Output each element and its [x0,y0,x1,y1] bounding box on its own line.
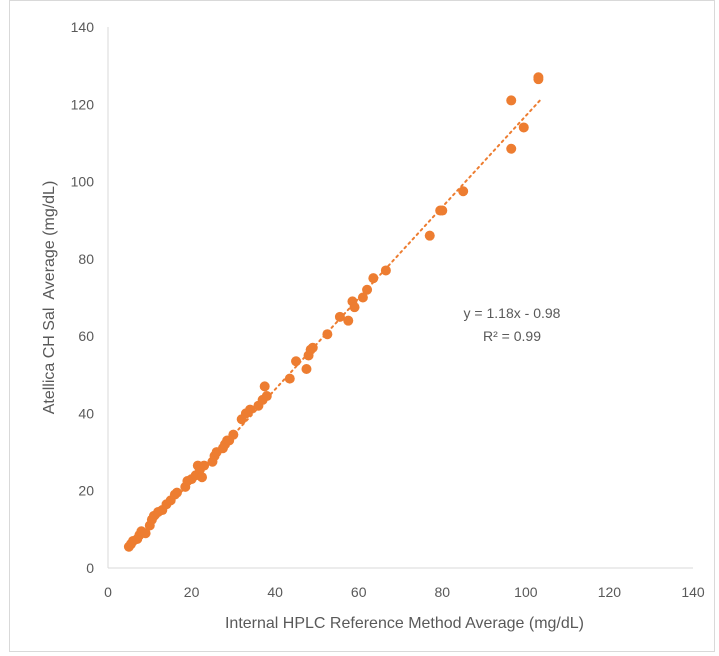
axes [107,27,693,569]
x-tick-label: 120 [598,584,622,600]
y-axis-title: Atellica CH Sal Average (mg/dL) [41,181,58,415]
y-tick-label: 40 [78,405,94,421]
data-point [334,311,345,322]
y-tick-label: 100 [71,174,95,190]
data-point [357,292,368,303]
x-axis-title: Internal HPLC Reference Method Average (… [225,615,584,632]
x-tick-label: 100 [514,584,538,600]
data-point [197,472,208,483]
data-point [284,373,295,384]
data-point [245,404,256,415]
data-point [171,487,182,498]
data-point [424,230,435,241]
data-point [518,122,529,133]
y-tick-label: 120 [71,96,95,112]
data-point [322,329,333,340]
x-tick-label: 60 [351,584,367,600]
data-point [437,205,448,216]
data-point [343,315,354,326]
x-tick-label: 40 [267,584,283,600]
data-point [259,381,270,392]
trendline-equation: y = 1.18x - 0.98 [464,305,561,321]
y-tick-label: 0 [86,560,94,576]
x-tick-label: 0 [104,584,112,600]
data-point [261,391,272,402]
data-point [380,265,391,276]
y-tick-label: 80 [78,251,94,267]
x-tick-label: 80 [434,584,450,600]
y-tick-label: 140 [71,19,95,35]
data-points [123,72,544,552]
data-point [301,363,312,374]
data-point [291,356,302,367]
data-point [533,74,544,85]
r-squared-label: R² = 0.99 [483,328,541,344]
data-point [506,143,517,154]
y-tick-label: 20 [78,483,94,499]
data-point [362,284,373,295]
data-point [368,273,379,284]
data-point [140,528,151,539]
data-point [307,342,318,353]
labels: 0 20 40 60 80 100 120 140 0 20 40 60 80 100 120 140 Inte… [41,19,705,632]
data-point [506,95,517,106]
y-tick-label: 60 [78,328,94,344]
x-tick-label: 140 [681,584,705,600]
data-point [458,186,469,197]
x-tick-label: 20 [184,584,200,600]
data-point [199,460,210,471]
data-point [228,429,239,440]
data-point [349,302,360,313]
